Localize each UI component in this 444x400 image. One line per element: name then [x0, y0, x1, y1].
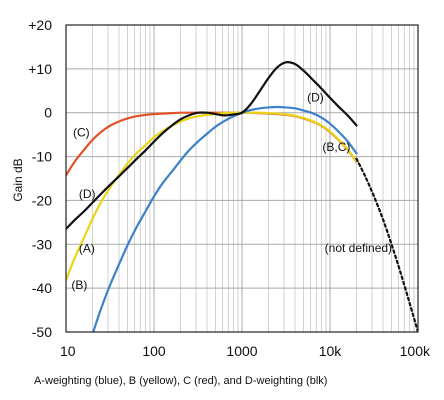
plot-frame: [65, 24, 419, 333]
curve-label: (A): [79, 242, 95, 256]
x-tick-label: 1000: [226, 343, 257, 359]
x-tick-label: 100: [142, 343, 166, 359]
y-tick-label: -10: [32, 149, 52, 165]
y-tick-label: +10: [28, 61, 52, 77]
curve-label: (D): [307, 90, 324, 104]
curve-label: (D): [79, 187, 96, 201]
y-tick-label: +20: [28, 17, 52, 33]
curves: [66, 61, 418, 332]
curve-label: (C): [73, 125, 90, 139]
series-line-b: [66, 111, 358, 282]
curve-label: (B): [71, 278, 87, 292]
y-tick-label: -20: [32, 192, 52, 208]
y-tick-label: -40: [32, 280, 52, 296]
tick-labels: +20 +10 0 -10 -20 -30 -40 -50 10 100 1000 10k 100k: [28, 17, 431, 359]
y-axis-label: Gain dB: [11, 158, 25, 201]
x-tick-label: 10: [60, 343, 76, 359]
x-tick-label: 100k: [400, 343, 431, 359]
chart-caption: A-weighting (blue), B (yellow), C (red),…: [34, 375, 327, 387]
series-line-extrapolation: [355, 157, 418, 332]
series-line-d: [66, 61, 358, 231]
curve-annotations: (D) (C) (B,C) (D) (A) (B) (not defined): [71, 90, 392, 292]
y-tick-label: -50: [32, 324, 52, 340]
y-tick-label: -30: [32, 236, 52, 252]
series-line-a: [92, 105, 358, 332]
y-tick-label: 0: [44, 105, 52, 121]
x-tick-label: 10k: [319, 343, 343, 359]
curve-label: (B,C): [322, 140, 350, 154]
curve-label: (not defined): [325, 241, 392, 255]
